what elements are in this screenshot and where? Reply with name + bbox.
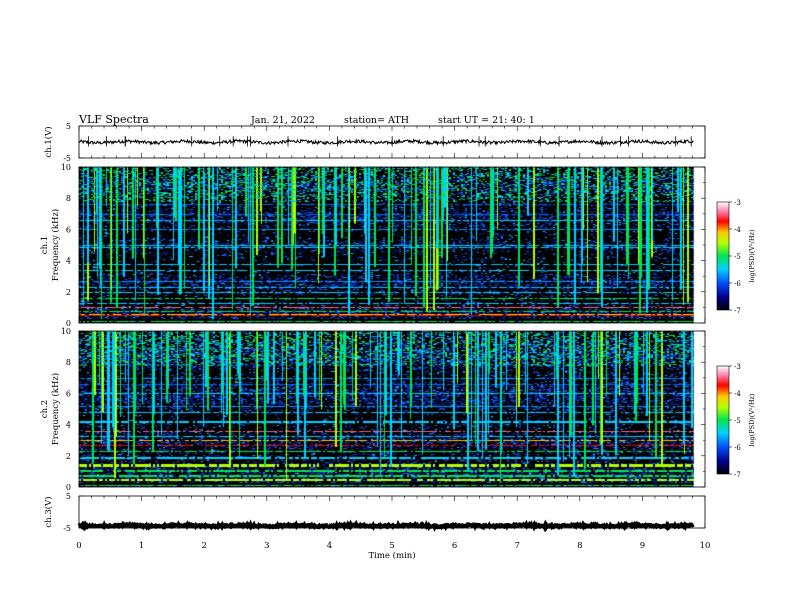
colorbar-tick-label: -3 bbox=[734, 363, 741, 371]
x-tick-label: 1 bbox=[139, 541, 144, 551]
x-tick-label: 6 bbox=[452, 541, 457, 551]
y-axis-channel-label: ch.2 bbox=[40, 400, 50, 418]
colorbar-label: log(PSD)(V²/Hz) bbox=[748, 393, 756, 446]
date-label: Jan. 21, 2022 bbox=[251, 115, 315, 126]
y-tick-label: 2 bbox=[66, 288, 71, 297]
start-time-label: start UT = 21: 40: 1 bbox=[438, 115, 535, 126]
x-tick-label: 9 bbox=[640, 541, 645, 551]
y-tick-label: 4 bbox=[66, 421, 71, 430]
y-tick-label: 2 bbox=[66, 452, 71, 461]
y-axis-label: Frequency (kHz) bbox=[50, 373, 61, 445]
x-tick-label: 3 bbox=[264, 541, 269, 551]
x-tick-label: 7 bbox=[514, 541, 519, 551]
y-axis-channel-label: ch.1 bbox=[40, 236, 50, 254]
plot-title: VLF Spectra bbox=[79, 113, 149, 126]
voltage-trace bbox=[78, 138, 694, 147]
voltage-trace bbox=[77, 519, 695, 533]
x-tick-label: 2 bbox=[201, 541, 206, 551]
y-tick-label: 6 bbox=[66, 225, 71, 234]
y-tick-label: 8 bbox=[66, 194, 71, 203]
x-tick-label: 4 bbox=[327, 541, 332, 551]
y-axis-label: Frequency (kHz) bbox=[50, 209, 61, 281]
y-tick-label: 4 bbox=[66, 257, 71, 266]
y-tick-label: -5 bbox=[63, 154, 71, 163]
colorbar-tick-label: -7 bbox=[734, 307, 741, 315]
colorbar-ch2 bbox=[716, 365, 730, 475]
colorbar-tick-label: -4 bbox=[734, 226, 741, 234]
y-tick-label: -5 bbox=[63, 524, 71, 533]
spectrogram-image-ch1 bbox=[79, 167, 705, 323]
station-label: station= ATH bbox=[344, 115, 409, 126]
y-tick-label: 5 bbox=[66, 122, 71, 131]
colorbar-tick-label: -7 bbox=[734, 471, 741, 479]
y-tick-label: 10 bbox=[61, 327, 71, 336]
y-axis-label: ch.1(V) bbox=[43, 126, 54, 157]
spectrogram-image-ch2 bbox=[79, 331, 705, 487]
x-tick-label: 10 bbox=[700, 541, 711, 551]
colorbar-ch1 bbox=[716, 201, 730, 311]
colorbar-tick-label: -6 bbox=[734, 280, 741, 288]
colorbar-tick-label: -6 bbox=[734, 444, 741, 452]
y-tick-label: 6 bbox=[66, 389, 71, 398]
x-tick-label: 8 bbox=[577, 541, 582, 551]
colorbar-tick-label: -5 bbox=[734, 253, 741, 261]
colorbar-tick-label: -5 bbox=[734, 417, 741, 425]
y-axis-label: ch.3(V) bbox=[43, 496, 54, 527]
colorbar-tick-label: -4 bbox=[734, 390, 741, 398]
colorbar-label: log(PSD)(V²/Hz) bbox=[748, 229, 756, 282]
y-tick-label: 8 bbox=[66, 358, 71, 367]
y-tick-label: 0 bbox=[66, 483, 71, 492]
x-tick-label: 5 bbox=[389, 541, 394, 551]
y-tick-label: 10 bbox=[61, 163, 71, 172]
y-tick-label: 0 bbox=[66, 319, 71, 328]
y-tick-label: 5 bbox=[66, 492, 71, 501]
x-axis-label: Time (min) bbox=[368, 550, 415, 561]
x-tick-label: 0 bbox=[76, 541, 81, 551]
colorbar-tick-label: -3 bbox=[734, 199, 741, 207]
